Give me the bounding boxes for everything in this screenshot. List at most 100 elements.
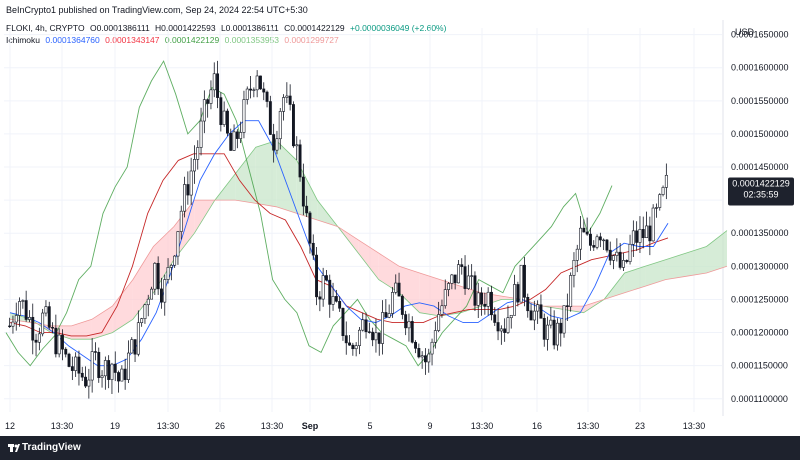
x-tick-label: 12 bbox=[5, 421, 15, 431]
candle-body-up bbox=[536, 304, 540, 312]
candle-body-down bbox=[262, 88, 266, 93]
y-tick-label: 0.0001450000 bbox=[731, 162, 789, 172]
candle-body-up bbox=[595, 236, 599, 248]
price-chart[interactable]: 0.0001100000 0.0001150000 0.0001200000 0.00… bbox=[0, 20, 800, 436]
candle bbox=[470, 264, 474, 290]
cloud-segment bbox=[91, 306, 113, 340]
candle bbox=[192, 145, 196, 184]
candle bbox=[318, 291, 322, 312]
candle-body-down bbox=[641, 229, 645, 239]
candle-body-down bbox=[216, 73, 220, 98]
grid bbox=[4, 28, 722, 412]
candle bbox=[150, 286, 154, 300]
candle bbox=[239, 121, 243, 144]
x-tick-label: 13:30 bbox=[261, 421, 284, 431]
candle-body-up bbox=[612, 255, 616, 261]
candle bbox=[41, 308, 45, 337]
candle bbox=[265, 90, 269, 108]
candle-body-up bbox=[295, 144, 299, 147]
candle-body-down bbox=[377, 332, 381, 344]
footer-brand[interactable]: TradingView bbox=[22, 442, 81, 453]
time-axis[interactable]: 12 13:30 19 13:30 26 13:30 Sep 5 9 13:30 16 13:30 23… bbox=[5, 421, 705, 431]
y-tick-label: 0.0001100000 bbox=[731, 394, 788, 404]
candle-body-down bbox=[291, 104, 295, 147]
candle-body-up bbox=[74, 356, 78, 371]
low-value: L0.0001386111 bbox=[220, 23, 279, 33]
candle-body-up bbox=[192, 159, 196, 172]
currency-label[interactable]: USD bbox=[734, 27, 754, 37]
candle bbox=[298, 139, 302, 182]
candle bbox=[219, 92, 223, 132]
candle bbox=[529, 303, 533, 321]
indicator-row: Ichimoku 0.0001364760 0.0001343147 0.000… bbox=[6, 34, 449, 46]
candle bbox=[562, 305, 566, 338]
candle-body-up bbox=[440, 305, 444, 315]
price-axis[interactable]: 0.0001100000 0.0001150000 0.0001200000 0.00… bbox=[731, 30, 789, 404]
candle-body-up bbox=[196, 147, 200, 160]
candle-body-down bbox=[93, 351, 97, 353]
candle bbox=[305, 195, 309, 217]
candle bbox=[466, 264, 470, 290]
candle-body-down bbox=[493, 314, 497, 323]
candle-body-down bbox=[324, 275, 328, 281]
candle bbox=[569, 272, 573, 312]
candle-body-up bbox=[456, 264, 460, 284]
candle-body-down bbox=[516, 284, 520, 303]
candle bbox=[140, 317, 144, 327]
candle-body-down bbox=[344, 335, 348, 344]
candle bbox=[235, 129, 239, 149]
candle bbox=[420, 351, 424, 369]
candle-body-down bbox=[54, 327, 58, 355]
indicator-label[interactable]: Ichimoku bbox=[6, 35, 41, 45]
y-tick-label: 0.0001500000 bbox=[731, 129, 789, 139]
candle-body-up bbox=[486, 291, 490, 307]
candle-body-up bbox=[447, 283, 451, 290]
x-tick-label: 23 bbox=[635, 421, 645, 431]
conversion-line bbox=[9, 120, 669, 367]
candle bbox=[579, 216, 583, 261]
candle-body-down bbox=[423, 355, 427, 363]
high-value: H0.0001422593 bbox=[155, 23, 216, 33]
candle bbox=[404, 310, 408, 336]
candle-body-up bbox=[361, 319, 365, 331]
candle-body-down bbox=[258, 75, 262, 90]
candle bbox=[546, 316, 550, 351]
candle-body-up bbox=[387, 313, 391, 318]
candle-body-up bbox=[615, 251, 619, 256]
candle-body-down bbox=[417, 348, 421, 358]
chart-header: BeInCrypto1 published on TradingView.com… bbox=[0, 0, 800, 20]
candle bbox=[364, 312, 368, 339]
candle bbox=[272, 123, 276, 163]
candle bbox=[67, 352, 71, 368]
candle-body-up bbox=[252, 89, 256, 91]
candle bbox=[186, 171, 190, 205]
candle-body-down bbox=[272, 134, 276, 151]
candle-body-up bbox=[331, 296, 335, 305]
price-tag-value: 0.0001422129 bbox=[732, 178, 790, 188]
candle bbox=[255, 70, 259, 98]
candle bbox=[295, 136, 299, 160]
candle-body-down bbox=[618, 251, 622, 268]
candle bbox=[113, 351, 117, 382]
candle-body-down bbox=[539, 304, 543, 319]
candle-body-down bbox=[635, 230, 639, 243]
candle bbox=[357, 327, 361, 355]
candle-body-up bbox=[146, 298, 150, 306]
candle bbox=[126, 340, 130, 383]
candle bbox=[654, 203, 658, 218]
candle bbox=[618, 242, 622, 270]
candle bbox=[176, 231, 180, 265]
candle-body-down bbox=[328, 279, 332, 305]
candle-body-up bbox=[150, 288, 154, 300]
candle-body-up bbox=[621, 260, 625, 268]
candle-body-down bbox=[113, 363, 117, 373]
x-tick-label: 13:30 bbox=[471, 421, 494, 431]
candle-body-up bbox=[87, 379, 91, 387]
y-tick-label: 0.0001150000 bbox=[731, 361, 788, 371]
candle bbox=[169, 264, 173, 281]
candle bbox=[199, 107, 203, 156]
candle-body-down bbox=[206, 99, 210, 104]
candle bbox=[423, 348, 427, 375]
symbol-label[interactable]: FLOKI, 4h, CRYPTO bbox=[6, 23, 85, 33]
close-value: C0.0001422129 bbox=[284, 23, 345, 33]
